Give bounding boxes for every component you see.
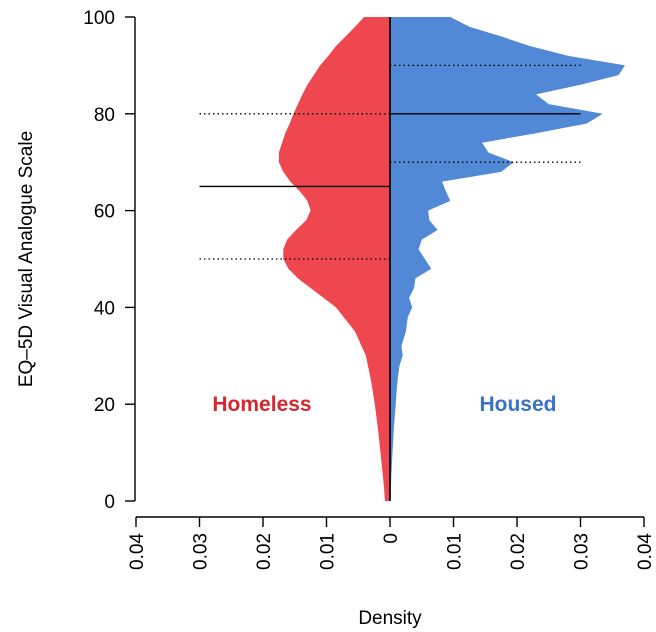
housed-group-label: Housed: [479, 393, 556, 416]
x-axis: 0.04 0.03 0.02 0.01 0 0.01 0.02 0.03 0.04: [127, 516, 656, 570]
density-areas: [278, 17, 625, 501]
quartile-lines: [199, 64, 581, 260]
x-tick-label: 0.02: [254, 533, 275, 570]
homeless-density-area: [278, 17, 390, 501]
x-tick-label: 0.04: [127, 533, 148, 570]
y-tick-label: 40: [94, 298, 115, 319]
x-tick-label: 0: [381, 533, 402, 544]
y-axis: 0 20 40 60 80 100: [83, 8, 136, 513]
x-axis-title: Density: [358, 608, 422, 629]
x-tick-label: 0.04: [635, 533, 656, 570]
x-tick-label: 0.03: [572, 533, 593, 570]
y-axis-title: EQ–5D Visual Analogue Scale: [16, 131, 37, 387]
y-tick-label: 0: [104, 492, 115, 513]
x-tick-label: 0.01: [318, 533, 339, 570]
y-tick-label: 100: [83, 8, 115, 29]
y-tick-label: 20: [94, 395, 115, 416]
y-tick-label: 80: [94, 105, 115, 126]
y-tick-label: 60: [94, 202, 115, 223]
housed-density-area: [390, 17, 625, 501]
homeless-group-label: Homeless: [212, 393, 311, 416]
x-tick-label: 0.02: [508, 533, 529, 570]
x-tick-label: 0.03: [191, 533, 212, 570]
x-tick-label: 0.01: [445, 533, 466, 570]
